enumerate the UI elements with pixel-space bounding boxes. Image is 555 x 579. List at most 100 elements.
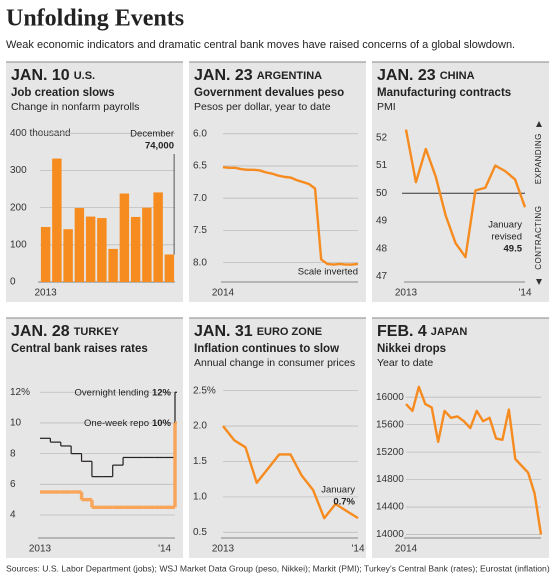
- panel: [189, 62, 366, 302]
- panel-headline: JAN. 10 U.S.: [11, 67, 95, 84]
- headline-date: JAN. 10: [11, 67, 70, 84]
- chart-subtitle: Pesos per dollar, year to date: [194, 101, 331, 113]
- legend-entry: Overnight lending: [75, 387, 149, 398]
- y-tick-label: 48: [376, 243, 388, 254]
- x-tick-label: '14: [158, 544, 171, 555]
- panel-headline: FEB. 4 JAPAN: [377, 323, 467, 340]
- data-line: [222, 166, 359, 266]
- value-label: 10%: [152, 417, 172, 428]
- series-label: One-week repo 10%: [84, 417, 172, 428]
- y-tick-label: 52: [376, 133, 388, 144]
- data-line: [405, 385, 543, 535]
- headline-date: JAN. 23: [377, 67, 436, 84]
- x-tick-label: 2014: [395, 544, 418, 555]
- y-tick-label: 200: [10, 202, 27, 213]
- y-tick-label: 2.5%: [193, 385, 216, 396]
- y-tick-label: 47: [376, 271, 388, 282]
- panel: [372, 62, 549, 302]
- headline-date: JAN. 23: [194, 67, 253, 84]
- chart-subtitle: Year to date: [377, 357, 433, 369]
- y-tick-label: 6.5: [193, 161, 207, 172]
- bar: [63, 229, 73, 282]
- x-tick-label: '14: [351, 544, 364, 555]
- chart-subtitle: PMI: [377, 101, 396, 113]
- value-label: 0.7%: [333, 497, 355, 508]
- bar: [85, 216, 96, 282]
- y-tick-label: 2.0: [193, 421, 207, 432]
- series-label: Overnight lending 12%: [75, 387, 172, 398]
- panel-headline: JAN. 31 EURO ZONE: [194, 323, 322, 340]
- y-tick-label: 16000: [376, 392, 404, 403]
- panel: [6, 318, 183, 558]
- arrow-up: [536, 121, 542, 127]
- annotation: December: [130, 129, 174, 140]
- bar: [40, 226, 51, 282]
- chart-subtitle: Annual change in consumer prices: [194, 357, 355, 369]
- headline-place: EURO ZONE: [257, 326, 322, 338]
- y-tick-label: 15200: [376, 447, 404, 458]
- y-tick-label: 300: [10, 165, 27, 176]
- y-tick-label: 14000: [376, 529, 404, 540]
- y-tick-label: 8.0: [193, 257, 207, 268]
- annotation: January: [321, 485, 355, 496]
- headline-date: JAN. 28: [11, 323, 70, 340]
- legend-entry: One-week repo: [84, 417, 149, 428]
- x-tick-label: 2013: [212, 544, 235, 555]
- side-label: EXPANDING: [534, 133, 543, 184]
- page-title: Unfolding Events: [6, 6, 184, 32]
- y-tick-label: 12%: [10, 387, 30, 398]
- chart-note: Scale inverted: [298, 267, 358, 278]
- y-tick-label: 4: [10, 510, 16, 521]
- headline-date: FEB. 4: [377, 323, 427, 340]
- y-tick-label: 7.0: [193, 193, 207, 204]
- y-tick-label: 0.5: [193, 527, 207, 538]
- headline-place: JAPAN: [431, 326, 468, 338]
- bar: [97, 218, 107, 282]
- y-tick-label: 6.0: [193, 128, 207, 139]
- y-tick-label: 49: [376, 216, 388, 227]
- bar: [153, 192, 163, 282]
- chart-title: Central bank raises rates: [11, 343, 148, 355]
- chart-title: Inflation continues to slow: [194, 343, 339, 355]
- bar: [74, 208, 85, 282]
- x-tick-label: 2013: [35, 288, 58, 299]
- y-tick-label: 15600: [376, 419, 404, 430]
- value-label: 12%: [152, 387, 172, 398]
- y-tick-label: 10: [10, 418, 22, 429]
- data-line: [222, 425, 359, 520]
- y-tick-label: 0: [10, 277, 16, 288]
- x-tick-label: 2014: [212, 288, 235, 299]
- annotation: revised: [491, 232, 522, 243]
- panel-headline: JAN. 23 ARGENTINA: [194, 67, 322, 84]
- y-tick-label: 100: [10, 239, 27, 250]
- panel: [372, 318, 549, 558]
- bar: [164, 254, 175, 282]
- arrow-down: [536, 279, 542, 285]
- y-tick-label: 7.5: [193, 225, 207, 236]
- headline-place: U.S.: [74, 70, 95, 82]
- chart-title: Manufacturing contracts: [377, 87, 511, 99]
- headline-place: TURKEY: [74, 326, 120, 338]
- headline-date: JAN. 31: [194, 323, 253, 340]
- headline-place: ARGENTINA: [257, 70, 322, 82]
- chart-title: Job creation slows: [11, 87, 115, 99]
- data-line: [404, 129, 527, 259]
- y-tick-label: 50: [376, 188, 388, 199]
- panel-headline: JAN. 28 TURKEY: [11, 323, 120, 340]
- y-tick-label: 1.5: [193, 456, 207, 467]
- chart-title: Government devalues peso: [194, 87, 344, 99]
- bar: [142, 207, 152, 282]
- bar: [119, 193, 130, 282]
- page-subtitle: Weak economic indicators and dramatic ce…: [6, 39, 515, 51]
- x-tick-label: '14: [518, 288, 531, 299]
- annotation: January: [488, 220, 522, 231]
- chart-subtitle: Change in nonfarm payrolls: [11, 101, 139, 113]
- headline-place: CHINA: [440, 70, 475, 82]
- y-tick-label: 1.0: [193, 492, 207, 503]
- y-tick-label: 6: [10, 479, 16, 490]
- y-tick-label: 14800: [376, 474, 404, 485]
- bar: [108, 248, 118, 282]
- y-tick-label: 51: [376, 160, 388, 171]
- panel-headline: JAN. 23 CHINA: [377, 67, 475, 84]
- x-tick-label: 2013: [29, 544, 52, 555]
